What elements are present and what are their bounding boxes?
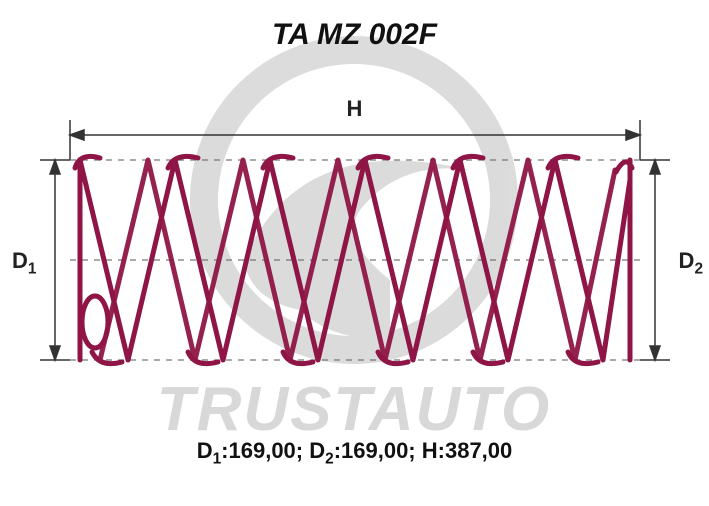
label-h: H [0,96,709,122]
spring-diagram [0,0,709,506]
dim-d2 [640,160,670,360]
label-d1: D1 [12,248,36,278]
label-d2: D2 [679,248,703,278]
dim-h [70,120,640,160]
dimensions-text: D1:169,00; D2:169,00; H:387,00 [0,438,709,468]
dim-d1 [40,160,70,360]
